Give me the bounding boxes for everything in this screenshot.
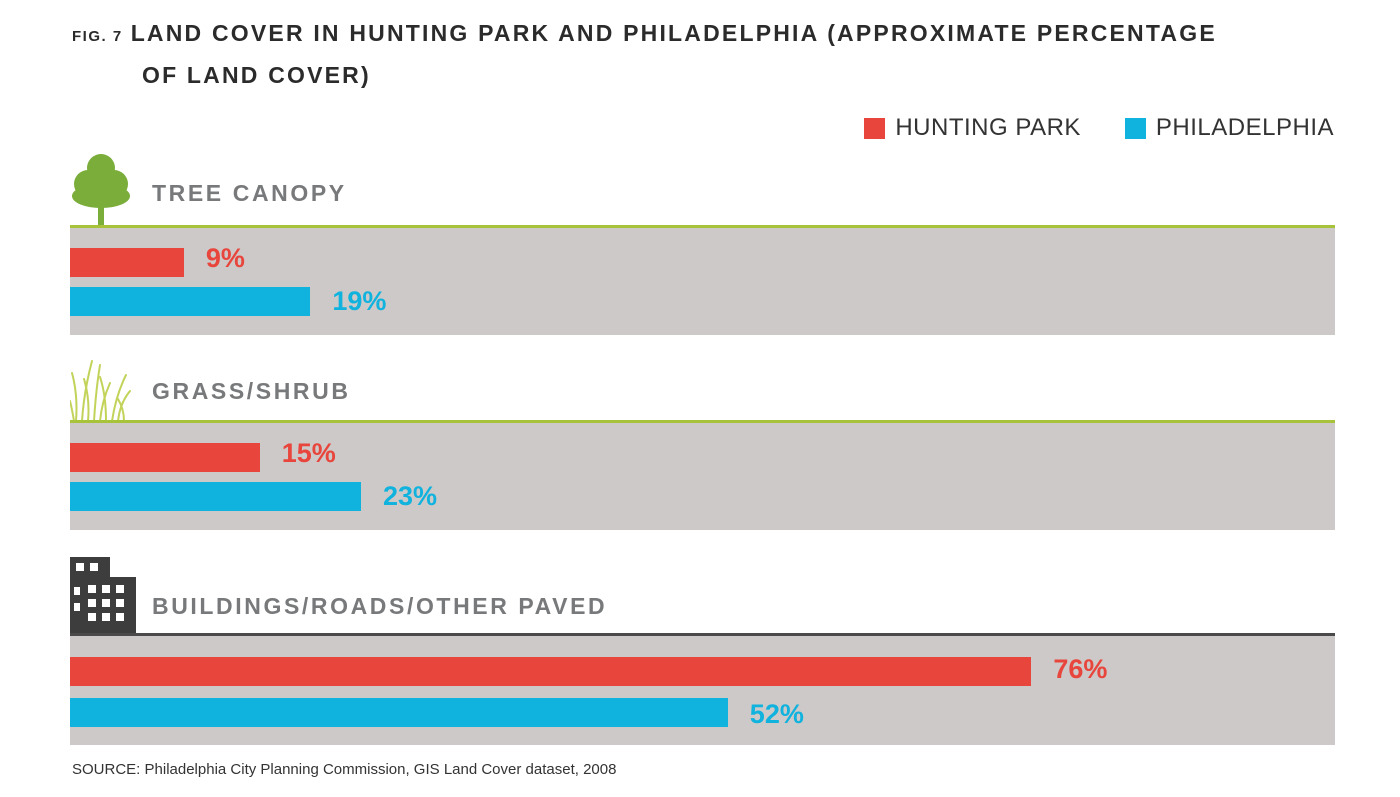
bar-buildings-roads-paved-hunting-park xyxy=(70,657,1032,686)
source-note: SOURCE: Philadelphia City Planning Commi… xyxy=(72,761,617,778)
value-label-tree-canopy-philadelphia: 19% xyxy=(332,286,387,316)
value-label-tree-canopy-hunting-park: 9% xyxy=(205,243,245,273)
tree-icon xyxy=(72,154,130,226)
legend-item-hunting-park: HUNTING PARK xyxy=(864,114,1081,142)
bar-grass-shrub-hunting-park xyxy=(70,443,260,472)
category-label-grass-shrub: GRASS/SHRUB xyxy=(152,378,351,404)
legend-item-philadelphia: PHILADELPHIA xyxy=(1124,114,1334,142)
category-label-tree-canopy: TREE CANOPY xyxy=(152,180,347,206)
category-rule-buildings-roads-paved xyxy=(70,633,1335,636)
panel-grass-shrub xyxy=(70,423,1335,530)
panel-tree-canopy xyxy=(70,228,1335,335)
value-label-grass-shrub-philadelphia: 23% xyxy=(382,481,437,511)
bar-grass-shrub-philadelphia xyxy=(70,482,361,511)
figure-number: FIG. 7 xyxy=(72,28,123,45)
building-icon xyxy=(70,557,136,635)
figure-title: FIG. 7 LAND COVER IN HUNTING PARK AND PHI… xyxy=(72,14,1332,94)
category-label-buildings-roads-paved: BUILDINGS/ROADS/OTHER PAVED xyxy=(152,593,608,619)
category-rule-tree-canopy xyxy=(70,225,1335,228)
value-label-buildings-roads-paved-philadelphia: 52% xyxy=(749,699,804,729)
legend-swatch-philadelphia xyxy=(1124,117,1146,139)
value-label-buildings-roads-paved-hunting-park: 76% xyxy=(1053,654,1108,684)
bar-buildings-roads-paved-philadelphia xyxy=(70,698,728,727)
value-label-grass-shrub-hunting-park: 15% xyxy=(281,438,336,468)
legend: HUNTING PARK PHILADELPHIA xyxy=(864,114,1334,142)
figure-title-line1: LAND COVER IN HUNTING PARK AND PHILADELP… xyxy=(130,20,1217,46)
figure-title-line2: OF LAND COVER) xyxy=(142,62,371,88)
legend-label-hunting-park: HUNTING PARK xyxy=(895,114,1081,141)
legend-label-philadelphia: PHILADELPHIA xyxy=(1155,114,1334,141)
panel-buildings-roads-paved xyxy=(70,636,1335,745)
grass-icon xyxy=(70,360,131,421)
bar-tree-canopy-philadelphia xyxy=(70,287,311,316)
legend-swatch-hunting-park xyxy=(864,117,886,139)
bar-tree-canopy-hunting-park xyxy=(70,248,184,277)
category-rule-grass-shrub xyxy=(70,420,1335,423)
